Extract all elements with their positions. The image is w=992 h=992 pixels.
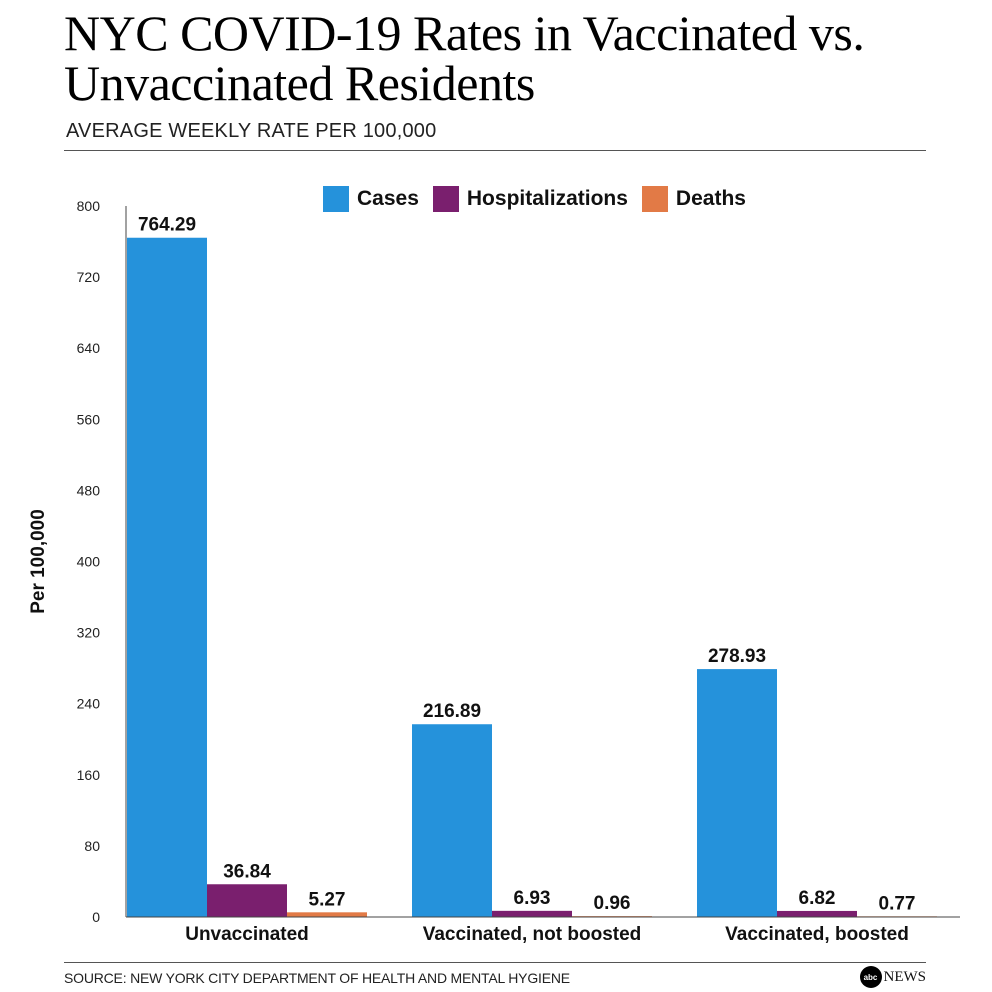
source-note: SOURCE: NEW YORK CITY DEPARTMENT OF HEAL… [64, 970, 570, 986]
bar-cases-0 [127, 237, 207, 918]
y-tick-label: 720 [77, 269, 101, 285]
data-label: 278.93 [708, 646, 766, 667]
bottom-divider [64, 962, 926, 963]
data-label: 764.29 [138, 215, 196, 236]
data-label: 36.84 [223, 861, 271, 882]
brand-mark: abc NEWS [859, 966, 927, 988]
data-label: 5.27 [309, 889, 346, 910]
legend-label-hospitalizations: Hospitalizations [466, 187, 628, 210]
y-tick-label: 80 [84, 838, 100, 854]
bar-chart: 0 80 160 240 320 400 480 560 640 720 800 Per 100,00… [28, 198, 960, 945]
y-tick-label: 480 [77, 482, 101, 498]
legend-swatch-hospitalizations [432, 186, 459, 212]
top-divider [64, 150, 926, 151]
chart-legend: Cases Hospitalizations Deaths [323, 186, 760, 212]
legend-label-deaths: Deaths [675, 187, 746, 210]
data-label: 6.82 [799, 888, 836, 909]
legend-label-cases: Cases [357, 187, 419, 210]
bar-hospitalizations-2 [777, 910, 857, 917]
bar-cases-1 [412, 724, 492, 917]
data-label: 6.93 [514, 888, 551, 909]
legend-swatch-deaths [641, 186, 668, 212]
data-label: 0.96 [594, 893, 631, 914]
data-label: 0.77 [879, 893, 916, 914]
data-label: 216.89 [423, 701, 481, 722]
y-tick-label: 800 [77, 198, 101, 214]
y-tick-label: 640 [77, 340, 101, 356]
chart-title: NYC COVID-19 Rates in Vaccinated vs. Unv… [64, 5, 865, 111]
y-axis-label: Per 100,000 [28, 509, 49, 614]
bar-deaths-0 [287, 912, 367, 917]
legend-item-hospitalizations: Hospitalizations [432, 186, 628, 212]
legend-item-deaths: Deaths [641, 186, 746, 212]
legend-item-cases: Cases [323, 186, 419, 212]
bar-hospitalizations-1 [492, 910, 572, 917]
y-tick-label: 240 [77, 696, 101, 712]
y-tick-label: 400 [77, 554, 101, 570]
chart-subtitle: AVERAGE WEEKLY RATE PER 100,000 [66, 120, 437, 142]
brand-text: NEWS [883, 968, 927, 985]
bar-cases-2 [697, 669, 777, 917]
x-category-label: Vaccinated, boosted [725, 924, 909, 945]
x-category-label: Unvaccinated [185, 924, 309, 945]
x-category-label: Vaccinated, not boosted [423, 924, 642, 945]
abc-logo: abc [859, 966, 882, 988]
bar-hospitalizations-0 [207, 884, 287, 917]
legend-swatch-cases [323, 186, 349, 212]
y-tick-label: 160 [77, 767, 101, 783]
y-tick-label: 560 [77, 411, 101, 427]
y-tick-label: 320 [77, 625, 101, 641]
y-tick-label: 0 [92, 909, 100, 925]
